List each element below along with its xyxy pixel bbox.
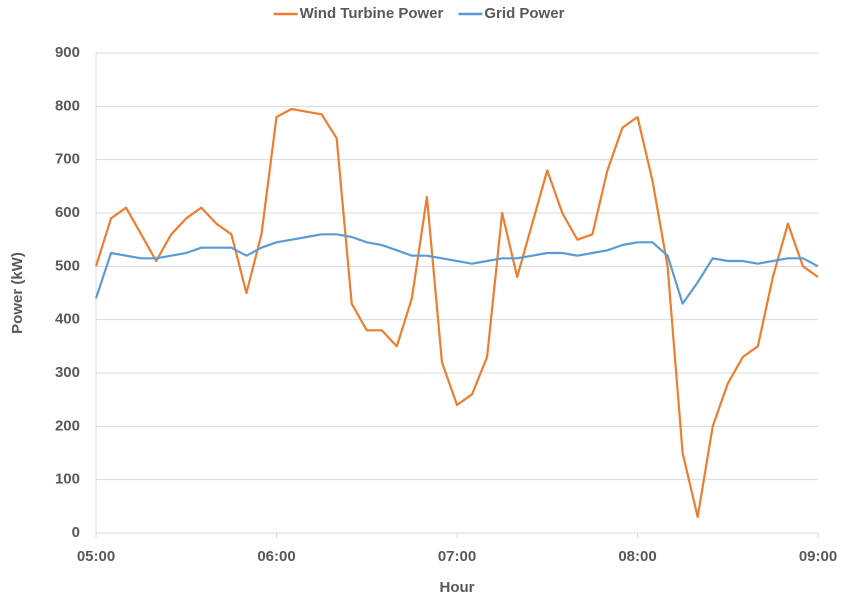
x-axis-label: Hour [440, 579, 475, 596]
y-axis-label: Power (kW) [9, 252, 26, 334]
y-tick-label: 400 [55, 311, 80, 328]
series-line [94, 233, 819, 305]
x-tick-label: 09:00 [799, 548, 837, 565]
legend-label: Wind Turbine Power [300, 5, 444, 22]
y-tick-label: 800 [55, 97, 80, 114]
x-tick-label: 05:00 [77, 548, 115, 565]
y-tick-label: 500 [55, 257, 80, 274]
y-tick-label: 700 [55, 151, 80, 168]
y-tick-label: 200 [55, 417, 80, 434]
x-tick-label: 07:00 [438, 548, 476, 565]
legend-label: Grid Power [484, 5, 564, 22]
y-tick-label: 900 [55, 44, 80, 61]
series-line [94, 107, 819, 519]
x-tick-label: 08:00 [618, 548, 656, 565]
y-tick-label: 600 [55, 204, 80, 221]
y-tick-label: 0 [72, 524, 80, 541]
y-tick-label: 300 [55, 364, 80, 381]
y-tick-label: 100 [55, 471, 80, 488]
x-tick-label: 06:00 [257, 548, 295, 565]
